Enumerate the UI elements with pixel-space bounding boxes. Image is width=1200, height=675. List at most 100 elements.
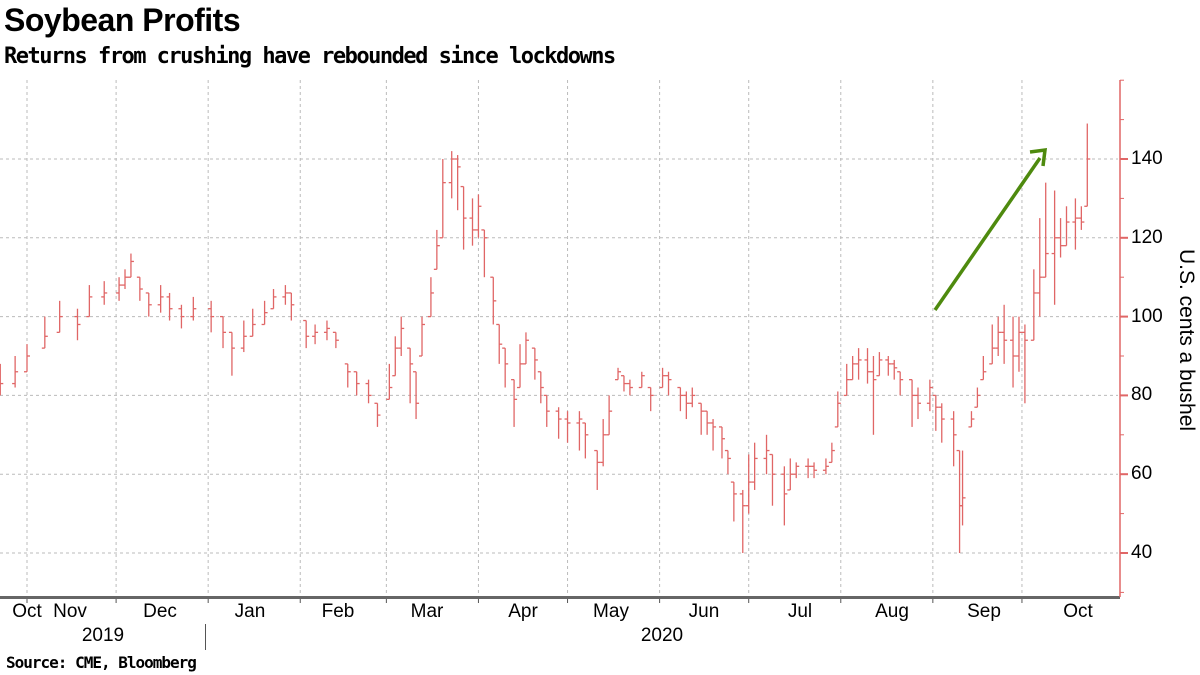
ohlc-bar [739,489,746,553]
ohlc-bar [288,292,295,321]
ohlc-bar [932,394,939,431]
ohlc-bar [582,422,589,459]
ohlc-bar [208,300,215,333]
trend-arrow-icon [933,147,1048,311]
ohlc-bar [594,449,601,490]
ohlc-bar [365,379,372,404]
ohlc-bar [101,281,108,305]
ohlc-bar [974,387,981,408]
ohlc-bar [793,462,800,479]
source-note: Source: CME, Bloomberg [6,653,197,672]
ohlc-bar [751,442,758,490]
ohlc-bar [249,308,256,337]
ohlc-bar [56,300,63,334]
ohlc-bar [968,411,975,428]
ohlc-bar [419,316,426,357]
ohlc-bar [698,402,705,435]
ohlc-bar [989,324,996,365]
ohlc-bar [915,387,921,420]
ohlc-bar [704,410,711,435]
ohlc-bar [730,481,737,522]
ohlc-bar [620,375,627,392]
ohlc-bar [1015,316,1022,372]
ohlc-bar [261,300,268,326]
ohlc-bar [677,386,684,412]
ohlc-bar [1042,182,1049,278]
ohlc-bar [822,458,829,475]
ohlc-bar [995,316,1002,356]
ohlc-bar [956,449,963,553]
ohlc-bar [433,229,440,270]
year-label-2019: 2019 [81,625,125,646]
ohlc-bar [122,269,129,290]
ohlc-bar [511,378,518,427]
ohlc-bar [0,363,4,396]
ohlc-bar [959,450,966,526]
ohlc-bar [811,462,818,479]
month-label: Aug [875,601,909,622]
y-tick-label: 140 [1131,148,1163,169]
ohlc-bar [190,296,197,321]
ohlc-bar [1001,304,1008,364]
chart-title: Soybean Profits [4,2,241,38]
ohlc-bar [828,442,835,464]
ohlc-bar [638,371,645,389]
ohlc-bar [178,304,185,329]
ohlc-bar [413,371,420,420]
ohlc-bar [659,367,666,389]
ohlc-bar [490,276,497,325]
ohlc-bar [555,407,562,439]
ohlc-bar [303,319,310,349]
month-label: Oct [1063,601,1093,622]
ohlc-bar [220,315,227,349]
ohlc-bar [870,356,877,435]
ohlc-bar [353,371,360,396]
y-tick-label: 100 [1131,305,1163,327]
ohlc-bar [41,316,48,349]
ohlc-bar [891,359,898,380]
ohlc-bar [74,308,81,341]
ohlc-bar [312,324,319,345]
ohlc-bar [439,159,446,239]
ohlc-bar [897,371,904,396]
ohlc-bar [127,253,134,278]
ohlc-bar [1036,218,1043,317]
ohlc-bar [475,194,482,238]
ohlc-bar [282,285,289,305]
ohlc-bar [427,277,434,318]
ohlc-bar [448,151,455,199]
ohlc-bar [1030,269,1037,341]
ohlc-bar [228,331,235,376]
month-label: Feb [321,601,355,622]
ohlc-bar [724,449,731,475]
ohlc-bar [323,320,330,341]
ohlc-bar [24,344,30,373]
ohlc-bar [980,356,987,381]
ohlc-bar [344,363,351,388]
ohlc-bar [12,356,19,388]
month-label: Sep [967,601,1001,622]
month-label: Oct [12,601,42,622]
ohlc-bar [517,344,524,389]
ohlc-bar [885,356,892,376]
ohlc-bar [576,411,583,451]
y-tick-label: 120 [1131,226,1163,248]
ohlc-bar [1051,190,1058,305]
month-label: Nov [53,601,87,622]
ohlc-bar [145,292,152,317]
ohlc-bar [647,386,654,412]
ohlc-bar [386,363,393,400]
ohlc-bar [909,378,916,427]
ohlc-bar [781,466,788,526]
ohlc-bar [157,285,164,313]
ohlc-bar [531,347,538,380]
axes [0,79,1128,603]
ohlc-bar [1057,218,1064,258]
ohlc-bar [950,411,957,467]
ohlc-bar [834,391,841,428]
ohlc-bar [270,289,277,310]
ohlc-bar [398,316,405,356]
ohlc-bar [683,391,690,420]
ohlc-bar [665,371,672,396]
ohlc-bar [460,185,467,250]
